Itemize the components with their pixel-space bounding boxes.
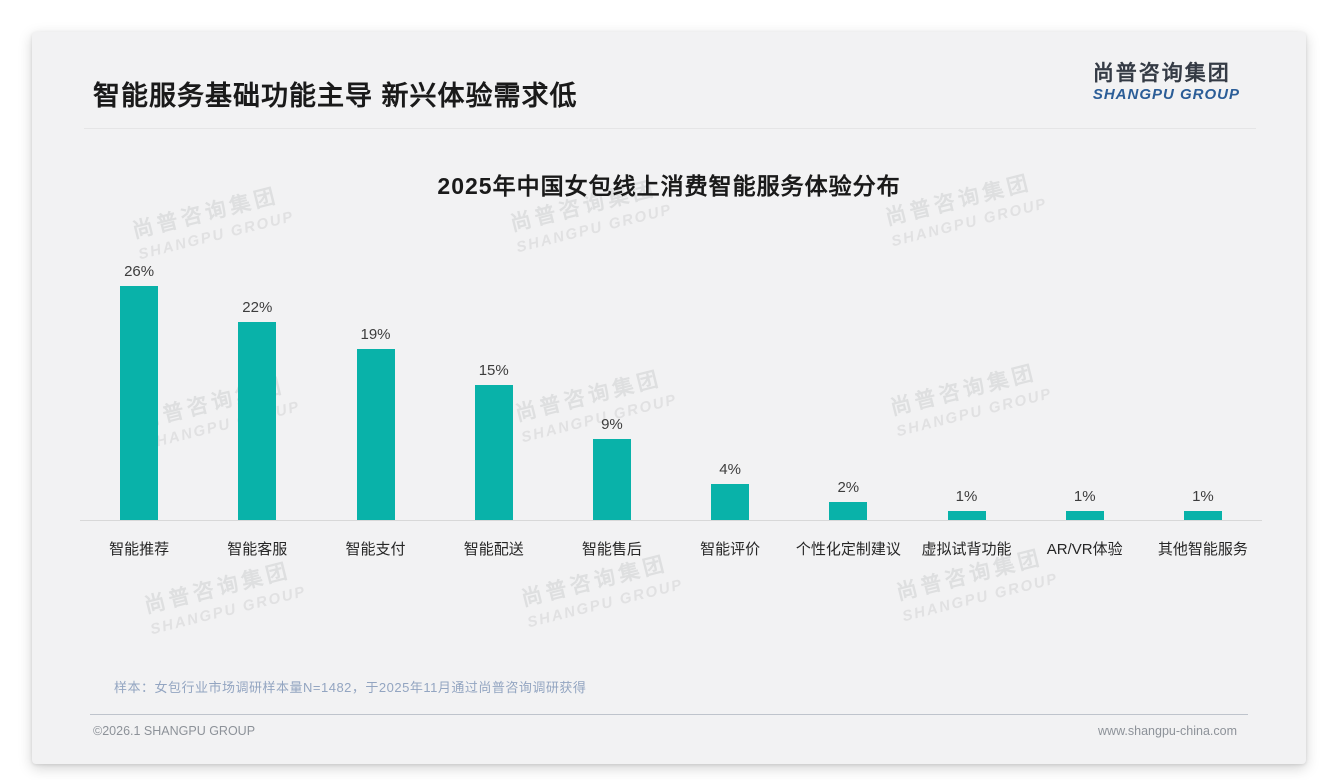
bar — [1183, 511, 1222, 520]
bar — [474, 385, 513, 520]
bar-value-label: 22% — [242, 299, 273, 316]
bar-column: 26% — [80, 263, 198, 520]
bar-category-label: AR/VR体验 — [1046, 541, 1123, 558]
bar — [356, 349, 395, 520]
bar — [947, 511, 986, 520]
website-url: www.shangpu-china.com — [1098, 724, 1237, 738]
bar-value-label: 26% — [124, 263, 155, 280]
sample-note: 样本：女包行业市场调研样本量N=1482，于2025年11月通过尚普咨询调研获得 — [114, 680, 587, 695]
bar-column: 1% — [1144, 488, 1262, 520]
company-logo: 尚普咨询集团 SHANGPU GROUP — [1093, 62, 1240, 104]
bar-category-label: 智能评价 — [700, 541, 761, 558]
bar-value-label: 15% — [478, 362, 509, 379]
footer: ©2026.1 SHANGPU GROUP www.shangpu-china.… — [93, 724, 1237, 738]
bar — [238, 322, 277, 520]
chart-plot: 26% 22% 19% 15% 9% 4% 2% 1% 1% 1% — [80, 211, 1262, 521]
bar-category-label: 智能推荐 — [109, 541, 170, 558]
header: 智能服务基础功能主导 新兴体验需求低 尚普咨询集团 SHANGPU GROUP — [32, 32, 1306, 113]
bar-category-label: 智能售后 — [581, 541, 642, 558]
bar-category-label: 个性化定制建议 — [795, 541, 901, 558]
bar-column: 19% — [316, 326, 434, 520]
report-slide: 尚普咨询集团 SHANGPU GROUP 尚普咨询集团 SHANGPU GROU… — [32, 32, 1306, 764]
logo-cn-text: 尚普咨询集团 — [1092, 62, 1231, 85]
bar-column: 4% — [671, 461, 789, 520]
bar-value-label: 1% — [955, 488, 978, 505]
bar — [711, 484, 750, 520]
bar-category-label: 智能配送 — [463, 541, 524, 558]
bar-category-label: 其他智能服务 — [1157, 541, 1248, 558]
logo-en-text: SHANGPU GROUP — [1092, 86, 1240, 104]
bar-category-label: 智能支付 — [345, 541, 406, 558]
bar-value-label: 4% — [719, 461, 741, 478]
bar — [592, 439, 631, 520]
chart-title: 2025年中国女包线上消费智能服务体验分布 — [437, 173, 901, 199]
bar-column: 15% — [435, 362, 553, 520]
bar-value-label: 2% — [837, 479, 860, 496]
bar — [1065, 511, 1104, 520]
bar-category-label: 智能客服 — [227, 541, 288, 558]
header-divider — [84, 128, 1256, 129]
bar — [829, 502, 868, 520]
bar-column: 9% — [553, 416, 671, 520]
footer-divider — [90, 714, 1248, 715]
bar — [120, 286, 159, 520]
bar-column: 22% — [198, 299, 316, 520]
bar-category-label: 虚拟试背功能 — [921, 541, 1012, 558]
bar-column: 1% — [907, 488, 1025, 520]
bar-value-label: 1% — [1192, 488, 1214, 505]
bar-value-label: 9% — [601, 416, 623, 433]
bar-value-label: 19% — [360, 326, 391, 343]
bar-column: 1% — [1026, 488, 1144, 520]
bar-column: 2% — [789, 479, 907, 520]
copyright-text: ©2026.1 SHANGPU GROUP — [93, 724, 256, 738]
chart-axis-labels: 智能推荐 智能客服 智能支付 智能配送 智能售后 智能评价 个性化定制建议 虚拟试背功能 AR/… — [80, 521, 1262, 559]
bar-value-label: 1% — [1073, 488, 1096, 505]
page-title: 智能服务基础功能主导 新兴体验需求低 — [93, 81, 578, 111]
